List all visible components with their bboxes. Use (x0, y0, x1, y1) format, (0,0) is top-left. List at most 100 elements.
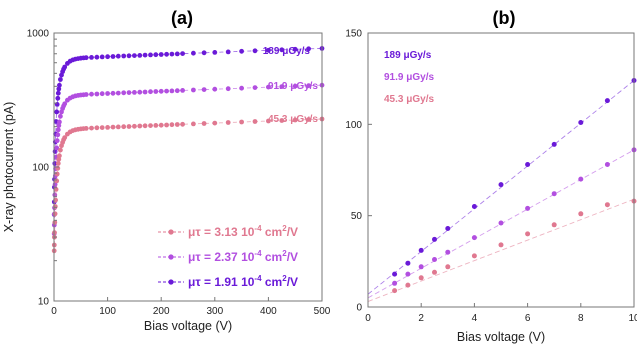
panel-a-point-s189-52 (266, 47, 271, 53)
panel-a-point-s453-39 (148, 123, 153, 128)
panel-a-point-s453-41 (158, 122, 164, 128)
panel-a-xtick-label-500: 500 (314, 306, 331, 317)
panel-a-point-s919-29 (94, 91, 100, 97)
panel-b-point-s453-6 (498, 242, 504, 248)
panel-a-legend-suffix: /V (287, 275, 298, 289)
panel-a-point-s453-47 (201, 121, 207, 126)
panel-a-point-s453-38 (142, 123, 148, 129)
panel-a-point-s453-49 (225, 120, 231, 125)
panel-b-point-s453-3 (432, 269, 437, 275)
panel-a-point-s919-55 (306, 83, 311, 89)
panel-a-point-s189-48 (212, 50, 218, 55)
panel-a-point-s189-50 (239, 48, 245, 54)
panel-b-point-s453-0 (392, 288, 398, 294)
panel-a-point-s189-38 (142, 52, 148, 58)
panel-a-point-s919-15 (58, 113, 63, 119)
panel-b-point-s189-7 (525, 162, 531, 167)
panel-a-label-91-9: 91.9 μGy/s (268, 81, 318, 92)
panel-a-point-s453-28 (89, 125, 94, 131)
panel-b-point-s919-7 (525, 205, 531, 211)
panel-a-point-s189-53 (279, 47, 285, 53)
panel-b-point-s919-1 (405, 271, 411, 277)
panel-a-legend-exp2: 2 (282, 249, 287, 258)
panel-a-point-s919-37 (137, 89, 143, 95)
panel-b-xtick-label-4: 4 (472, 313, 478, 324)
panel-a-point-s919-32 (110, 90, 116, 96)
panel-a-point-s453-30 (99, 125, 105, 130)
panel-a-point-s453-55 (306, 117, 311, 122)
panel-a-point-s453-29 (94, 125, 100, 131)
panel-a-point-s919-36 (132, 90, 137, 95)
panel-a-legend-marker-s453 (168, 229, 174, 235)
panel-b-point-s919-4 (445, 249, 451, 255)
panel-a-point-s453-35 (126, 124, 132, 129)
panel-a-point-s919-38 (142, 89, 148, 95)
panel-a-point-s453-48 (212, 120, 218, 126)
panel-b-label-189: 189 μGy/s (384, 50, 432, 61)
panel-a-point-s189-19 (62, 64, 68, 70)
panel-a-point-s919-19 (62, 101, 68, 107)
panel-a-point-s453-32 (110, 124, 116, 130)
panel-b-xtick-label-10: 10 (628, 313, 637, 324)
panel-a-point-s189-30 (99, 54, 105, 60)
panel-a-legend-exp: -4 (254, 224, 262, 233)
panel-a-legend: μτ = 3.13 10-4 cm2/V μτ = 2.37 10-4 cm2/V… (158, 224, 298, 289)
panel-a-point-s453-40 (153, 123, 159, 128)
panel-a-point-s453-36 (132, 123, 137, 129)
panel-b-point-s453-9 (578, 211, 584, 217)
panel-a-point-s919-31 (105, 91, 110, 96)
panel-b-point-s453-7 (525, 231, 531, 237)
panel-b-point-s919-10 (604, 162, 610, 167)
panel-b-label-45-3: 45.3 μGy/s (384, 94, 434, 105)
panel-a-legend-suffix: /V (287, 250, 298, 264)
panel-a-point-s189-14 (57, 82, 62, 88)
panel-b-xtick-label-8: 8 (578, 313, 584, 324)
panel-a-point-s453-31 (105, 125, 110, 130)
panel-b-point-s453-10 (604, 202, 610, 208)
panel-a-point-s189-32 (110, 54, 116, 59)
panel-a-point-s189-44 (174, 51, 180, 57)
panel-a-point-s453-33 (115, 124, 121, 130)
panel-b-label-91-9: 91.9 μGy/s (384, 72, 434, 83)
panel-a-point-s453-44 (174, 122, 180, 127)
panel-b-xtick-label-2: 2 (418, 313, 424, 324)
panel-a-point-s919-52 (266, 84, 271, 90)
panel-a-point-s189-40 (153, 52, 159, 58)
panel-a-point-s453-14 (57, 153, 62, 159)
panel-a-point-s189-51 (252, 48, 258, 54)
panel-a-point-s189-42 (164, 51, 170, 57)
panel-b-point-s919-9 (578, 176, 584, 182)
panel-a-point-s919-39 (148, 89, 153, 95)
panel-a-xtick-label-200: 200 (153, 306, 170, 317)
panel-a-point-s189-13 (56, 86, 62, 92)
panel-a-point-s919-50 (239, 85, 245, 91)
panel-b-point-s919-0 (392, 280, 398, 286)
panel-a-point-s453-10 (54, 171, 60, 177)
panel-a-xtick-label-0: 0 (51, 306, 57, 317)
panel-a-point-s189-11 (55, 95, 61, 101)
panel-a-xtick-label-400: 400 (260, 306, 277, 317)
panel-b-ytick-label-150: 150 (345, 29, 362, 40)
panel-a-legend-text-s919: μτ = 2.37 10-4 cm2/V (188, 249, 298, 264)
panel-a-point-s189-28 (89, 55, 94, 60)
panel-a-point-s189-37 (137, 53, 143, 58)
panel-a-point-s453-5 (52, 211, 58, 217)
panel-a-point-s189-29 (94, 54, 100, 60)
panel-b-point-s919-6 (498, 220, 504, 226)
panel-a-point-s919-49 (225, 86, 231, 92)
panel-a-fit-line-s189 (53, 47, 322, 202)
panel-a-legend-text-s453: μτ = 3.13 10-4 cm2/V (188, 224, 298, 239)
panel-a-point-s189-36 (132, 53, 137, 58)
panel-b-point-s189-8 (551, 141, 557, 147)
panel-a-xtick-label-100: 100 (99, 306, 116, 317)
panel-b-point-s919-3 (432, 257, 437, 262)
panel-a-point-s919-12 (55, 127, 61, 133)
panel-a-point-s453-15 (58, 147, 63, 153)
panel-a-axes: 0 100 200 300 400 500 10 100 1000 (27, 29, 331, 318)
panel-a-point-s453-46 (191, 121, 196, 127)
panel-b-point-s189-5 (471, 204, 477, 209)
panel-a-point-s189-31 (105, 54, 110, 60)
panel-a-point-s919-30 (99, 91, 105, 97)
